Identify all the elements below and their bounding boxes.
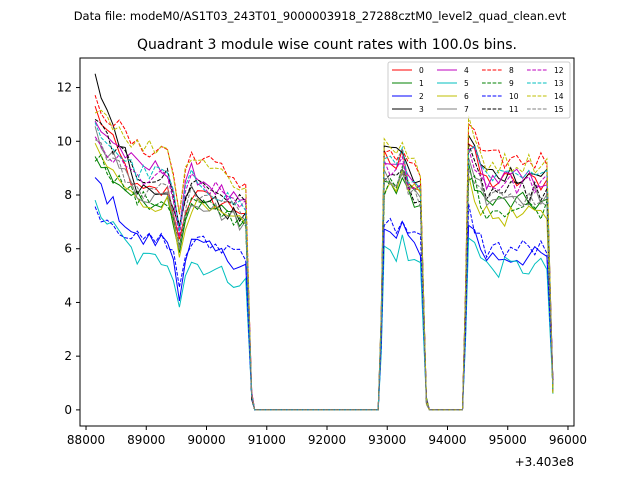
chart-title: Quadrant 3 module wise count rates with … — [137, 37, 517, 53]
y-tick-label: 12 — [57, 81, 72, 95]
legend-label-0: 0 — [419, 66, 424, 75]
series-line-15 — [94, 139, 554, 411]
y-tick-label: 2 — [64, 349, 72, 363]
legend-label-3: 3 — [419, 105, 424, 114]
x-tick-label: 92000 — [308, 433, 346, 447]
plot-lines — [94, 73, 554, 411]
x-axis: 88000 89000 90000 91000 92000 93000 94000 95000… — [67, 426, 587, 447]
legend-label-15: 15 — [554, 105, 564, 114]
legend-label-13: 13 — [554, 79, 564, 88]
y-tick-label: 8 — [64, 188, 72, 202]
x-tick-label: 96000 — [549, 433, 587, 447]
x-tick-label: 90000 — [187, 433, 225, 447]
y-tick-label: 10 — [57, 134, 72, 148]
x-tick-label: 95000 — [489, 433, 527, 447]
x-tick-label: 94000 — [428, 433, 466, 447]
y-tick-label: 4 — [64, 295, 72, 309]
legend-label-7: 7 — [464, 105, 469, 114]
legend-label-2: 2 — [419, 92, 424, 101]
series-line-12 — [94, 136, 554, 411]
y-tick-label: 0 — [64, 403, 72, 417]
legend-label-4: 4 — [464, 66, 469, 75]
legend-label-6: 6 — [464, 92, 469, 101]
y-axis: 0 2 4 6 8 10 12 — [57, 81, 80, 417]
x-tick-label: 88000 — [67, 433, 105, 447]
legend-box — [387, 61, 571, 119]
legend-label-9: 9 — [509, 79, 514, 88]
legend-label-5: 5 — [464, 79, 469, 88]
legend-label-8: 8 — [509, 66, 514, 75]
x-tick-label: 91000 — [248, 433, 286, 447]
x-offset-label: +3.403e8 — [515, 455, 574, 469]
legend-label-12: 12 — [554, 66, 564, 75]
legend-label-1: 1 — [419, 79, 424, 88]
series-line-10 — [94, 203, 554, 411]
legend-label-10: 10 — [509, 92, 519, 101]
y-tick-label: 6 — [64, 242, 72, 256]
x-tick-label: 89000 — [127, 433, 165, 447]
legend-label-11: 11 — [509, 105, 519, 114]
legend-label-14: 14 — [554, 92, 564, 101]
x-tick-label: 93000 — [368, 433, 406, 447]
figure-suptitle: Data file: modeM0/AS1T03_243T01_90000039… — [74, 9, 567, 23]
